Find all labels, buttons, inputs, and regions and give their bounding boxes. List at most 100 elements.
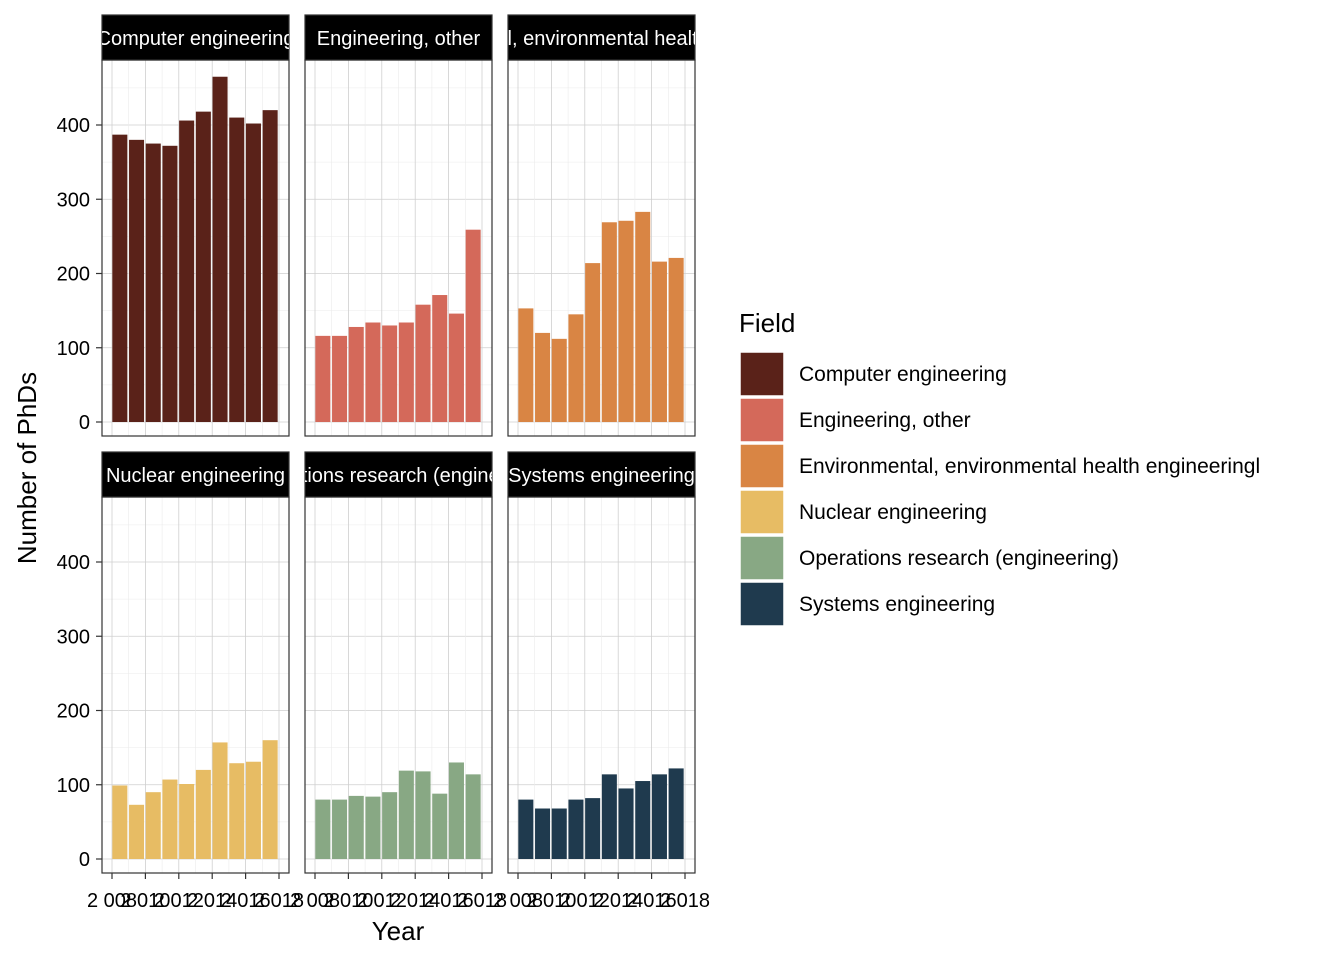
x-tick-label: 2 010 xyxy=(323,890,373,912)
legend-key-operations-research-engineering xyxy=(739,535,785,581)
legend-title: Field xyxy=(739,308,795,338)
y-tick-label: 0 xyxy=(79,849,90,871)
strip-label: Engineering, other xyxy=(317,28,481,50)
bar-environmental-environmental-health-engineeringl-2014 xyxy=(618,220,634,422)
x-tick-label: 2 012 xyxy=(560,890,610,912)
x-tick-label: 2 018 xyxy=(457,890,507,912)
y-tick-label: 400 xyxy=(57,115,90,137)
strip-background xyxy=(101,451,290,498)
bar-operations-research-engineering-2009 xyxy=(332,799,348,859)
bar-engineering-other-2016 xyxy=(448,313,464,422)
bar-systems-engineering-2012 xyxy=(585,798,601,859)
y-tick-label: 300 xyxy=(57,189,90,211)
y-tick-label: 300 xyxy=(57,626,90,648)
bar-nuclear-engineering-2010 xyxy=(145,792,161,859)
legend-key-environmental-environmental-health-engineeringl xyxy=(739,443,785,489)
x-tick-label: 2 014 xyxy=(593,890,643,912)
bar-environmental-environmental-health-engineeringl-2009 xyxy=(535,332,551,422)
bar-nuclear-engineering-2015 xyxy=(229,763,245,859)
x-tick-label: 2 010 xyxy=(120,890,170,912)
facet-panel-environmental-environmental-health-engineeringl: Environmental, environmental health engi… xyxy=(384,14,819,437)
bar-computer-engineering-2012 xyxy=(179,120,195,423)
bar-nuclear-engineering-2008 xyxy=(112,785,128,859)
strip-background xyxy=(507,14,696,61)
y-tick-label: 200 xyxy=(57,701,90,723)
bar-nuclear-engineering-2012 xyxy=(179,784,195,859)
bar-nuclear-engineering-2009 xyxy=(129,804,145,859)
bar-environmental-environmental-health-engineeringl-2013 xyxy=(601,222,617,422)
bar-operations-research-engineering-2013 xyxy=(398,770,414,859)
legend: Field Computer engineering Engineering, ot… xyxy=(739,308,1260,627)
x-tick-label: 2 014 xyxy=(390,890,440,912)
strip-label: Environmental, environmental health engi… xyxy=(384,28,819,50)
bar-environmental-environmental-health-engineeringl-2012 xyxy=(585,263,601,422)
legend-label-engineering-other: Engineering, other xyxy=(799,409,971,432)
strip-background xyxy=(101,14,290,61)
x-tick-label: 2 016 xyxy=(221,890,271,912)
legend-key-engineering-other xyxy=(739,397,785,443)
legend-label-computer-engineering: Computer engineering xyxy=(799,363,1007,386)
x-tick-label: 2 008 xyxy=(87,890,137,912)
legend-label-operations-research-engineering: Operations research (engineering) xyxy=(799,547,1119,570)
y-tick-label: 100 xyxy=(57,338,90,360)
x-tick-label: 2 018 xyxy=(660,890,710,912)
bar-engineering-other-2014 xyxy=(415,304,431,422)
strip-label: Computer engineering xyxy=(97,28,295,50)
bar-nuclear-engineering-2014 xyxy=(212,742,228,859)
bar-computer-engineering-2017 xyxy=(262,110,278,423)
bar-nuclear-engineering-2011 xyxy=(162,779,178,859)
x-tick-label: 2 014 xyxy=(187,890,237,912)
legend-key-nuclear-engineering xyxy=(739,489,785,535)
legend-label-environmental-environmental-health-engineeringl: Environmental, environmental health engi… xyxy=(799,455,1260,478)
x-tick-label: 2 008 xyxy=(493,890,543,912)
bar-engineering-other-2010 xyxy=(348,326,364,422)
bar-systems-engineering-2013 xyxy=(601,774,617,859)
bar-operations-research-engineering-2014 xyxy=(415,771,431,859)
bar-operations-research-engineering-2016 xyxy=(448,762,464,859)
bar-engineering-other-2008 xyxy=(315,335,331,422)
strip-label: Systems engineering xyxy=(508,465,695,487)
bar-systems-engineering-2014 xyxy=(618,788,634,859)
bar-computer-engineering-2009 xyxy=(129,139,145,422)
legend-key-computer-engineering xyxy=(739,351,785,397)
bar-operations-research-engineering-2017 xyxy=(465,774,481,859)
bar-operations-research-engineering-2008 xyxy=(315,799,331,859)
bar-computer-engineering-2016 xyxy=(245,123,261,422)
bar-environmental-environmental-health-engineeringl-2017 xyxy=(668,257,684,422)
bar-environmental-environmental-health-engineeringl-2010 xyxy=(551,338,567,422)
bar-computer-engineering-2015 xyxy=(229,117,245,422)
bar-engineering-other-2017 xyxy=(465,229,481,422)
legend-label-nuclear-engineering: Nuclear engineering xyxy=(799,501,987,524)
bar-computer-engineering-2011 xyxy=(162,145,178,423)
facet-panel-engineering-other: Engineering, other xyxy=(304,14,493,437)
strip-background xyxy=(304,14,493,61)
strip-background xyxy=(304,451,493,498)
x-tick-label: 2 016 xyxy=(424,890,474,912)
bar-environmental-environmental-health-engineeringl-2008 xyxy=(518,308,534,422)
bar-operations-research-engineering-2012 xyxy=(382,792,398,859)
facet-panel-operations-research-engineering: Operations research (engineering)2 0082 … xyxy=(246,451,551,912)
bar-engineering-other-2015 xyxy=(432,295,448,422)
x-tick-label: 2 016 xyxy=(627,890,677,912)
bar-systems-engineering-2011 xyxy=(568,799,584,859)
bar-computer-engineering-2008 xyxy=(112,134,128,422)
bar-operations-research-engineering-2015 xyxy=(432,793,448,859)
bar-nuclear-engineering-2013 xyxy=(195,769,211,859)
bar-nuclear-engineering-2017 xyxy=(262,740,278,859)
bar-engineering-other-2011 xyxy=(365,322,381,422)
facet-panel-computer-engineering: Computer engineering 0 100 200 300 400 xyxy=(57,14,295,437)
y-tick-label: 400 xyxy=(57,552,90,574)
bar-operations-research-engineering-2011 xyxy=(365,796,381,859)
bar-systems-engineering-2017 xyxy=(668,768,684,859)
y-tick-label: 100 xyxy=(57,775,90,797)
bar-systems-engineering-2008 xyxy=(518,799,534,859)
bar-systems-engineering-2009 xyxy=(535,808,551,859)
bar-nuclear-engineering-2016 xyxy=(245,761,261,859)
strip-label: Operations research (engineering) xyxy=(246,465,551,487)
x-tick-label: 2 008 xyxy=(290,890,340,912)
bar-computer-engineering-2014 xyxy=(212,76,228,423)
